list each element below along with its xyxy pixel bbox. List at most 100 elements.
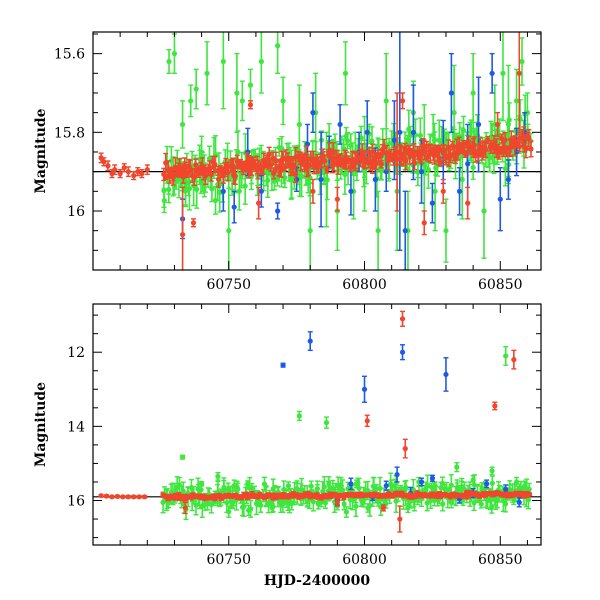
data-point: [465, 161, 471, 167]
bottom-panel: 60750 60800 60850121416MagnitudeHJD-240000…: [33, 303, 542, 589]
data-point: [399, 98, 406, 104]
data-point: [344, 138, 351, 144]
data-point: [321, 484, 327, 490]
data-point: [348, 481, 354, 487]
data-point-group: [370, 143, 376, 161]
data-point: [418, 169, 425, 175]
data-point: [432, 483, 438, 489]
data-point: [513, 479, 520, 485]
data-point: [323, 420, 330, 426]
data-point: [215, 473, 221, 480]
data-point: [101, 159, 107, 165]
data-point: [503, 149, 510, 156]
data-point: [166, 186, 172, 193]
data-point: [248, 506, 254, 512]
data-point-group: [348, 477, 354, 491]
data-point-group: [226, 505, 232, 518]
data-point-group: [443, 357, 449, 392]
data-point: [429, 200, 435, 206]
data-point: [307, 228, 313, 234]
data-point: [171, 51, 178, 57]
dense-point: [362, 149, 368, 170]
data-point: [225, 486, 231, 492]
data-point: [340, 487, 346, 493]
data-point: [226, 509, 232, 515]
data-point: [162, 173, 168, 179]
data-point-group: [465, 186, 471, 220]
data-point-group: [494, 111, 501, 137]
data-point: [369, 138, 375, 144]
data-point: [199, 149, 205, 155]
data-point-group: [454, 461, 460, 473]
data-point: [180, 231, 186, 238]
data-point: [365, 487, 371, 494]
data-point: [443, 228, 449, 234]
data-point-group: [489, 466, 495, 476]
data-point: [475, 121, 482, 128]
data-point: [239, 98, 245, 104]
data-point: [502, 501, 509, 507]
data-point: [528, 146, 534, 152]
data-point: [403, 485, 409, 491]
data-point: [247, 82, 254, 88]
plot-area: [93, 32, 541, 270]
data-point-group: [397, 32, 403, 252]
data-point: [125, 169, 131, 175]
data-point: [131, 172, 137, 179]
data-point: [394, 149, 400, 155]
data-point: [417, 132, 423, 139]
data-point: [180, 454, 186, 460]
data-point-group: [245, 480, 251, 488]
data-point-group: [125, 166, 131, 178]
data-point-group: [361, 375, 368, 403]
dense-point: [324, 165, 330, 174]
data-point: [525, 497, 532, 503]
data-point-group: [402, 190, 408, 270]
data-point: [204, 70, 210, 76]
data-point-group: [432, 481, 438, 491]
data-point-group: [280, 76, 286, 126]
data-point: [494, 121, 501, 128]
data-point: [348, 188, 354, 194]
data-point: [373, 161, 379, 167]
data-point: [310, 188, 316, 194]
data-point: [220, 188, 226, 194]
data-point-group: [188, 84, 194, 118]
dense-point: [240, 164, 247, 176]
x-tick-label: 60800: [342, 277, 387, 293]
data-point: [206, 155, 213, 162]
data-point-group: [429, 182, 435, 224]
data-point: [465, 200, 471, 206]
data-point: [247, 102, 254, 108]
data-point-group: [489, 52, 495, 94]
dense-point: [437, 144, 443, 153]
dense-point: [443, 148, 449, 166]
data-point: [278, 167, 284, 174]
data-point-group: [310, 178, 316, 204]
data-point-group: [323, 131, 330, 228]
data-point: [342, 70, 349, 76]
data-point: [112, 167, 118, 173]
data-point: [275, 208, 281, 214]
data-point: [370, 149, 376, 155]
data-point-group: [258, 174, 264, 208]
data-point: [377, 485, 383, 492]
data-point: [186, 186, 193, 192]
data-point: [516, 499, 522, 505]
dense-point: [236, 171, 242, 211]
dense-point: [503, 147, 510, 158]
data-point: [285, 483, 292, 489]
data-point: [391, 137, 397, 143]
data-point: [256, 200, 262, 206]
data-point: [522, 483, 528, 489]
data-point: [242, 183, 248, 189]
data-point: [194, 186, 200, 192]
data-point-group: [258, 32, 264, 94]
data-point: [485, 137, 491, 143]
data-point-group: [280, 362, 286, 368]
data-point: [220, 58, 226, 65]
data-point-group: [318, 131, 324, 228]
data-point: [378, 161, 384, 167]
dense-point: [343, 506, 349, 518]
data-point: [424, 483, 431, 489]
